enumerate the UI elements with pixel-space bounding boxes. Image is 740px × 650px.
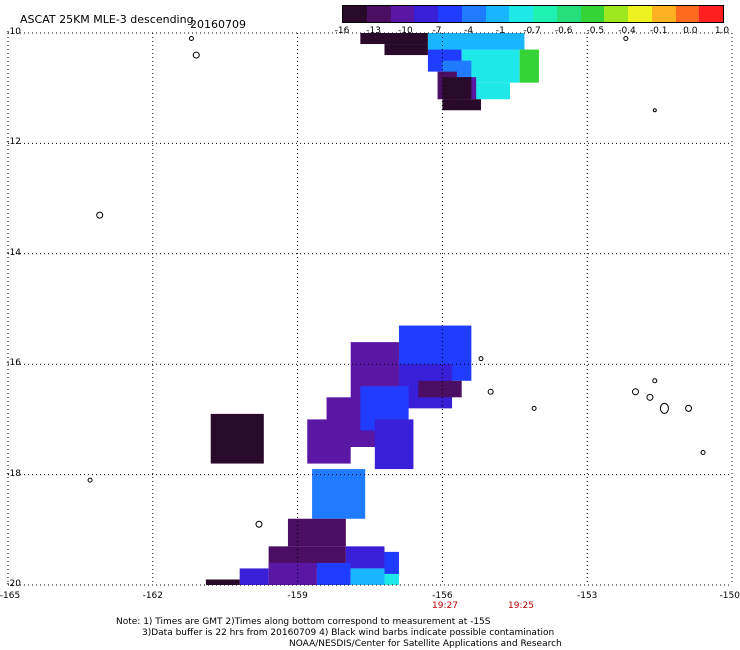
colorbar-label: 0.0 [683,26,698,36]
island-outline [700,450,706,456]
wind-cell [418,380,462,398]
colorbar-label: -7 [432,26,442,36]
colorbar-label: -10 [397,26,413,36]
wind-cell [471,82,510,100]
wind-cell [384,573,399,585]
colorbar-swatch [366,6,391,22]
wind-cell [345,546,385,569]
colorbar-swatch [509,6,533,22]
wind-cell [268,562,317,585]
longitude-label: -159 [287,591,308,601]
longitude-label: -150 [719,591,740,601]
island-outline [685,404,693,412]
island-outline [652,108,657,113]
colorbar-swatch [438,6,462,22]
colorbar-swatch [461,6,486,22]
island-outline [623,36,629,42]
colorbar-label: -0.6 [554,26,573,36]
island-outline [478,356,484,362]
colorbar-label: -13 [366,26,381,36]
note-line-1: Note: 1) Times are GMT 2)Times along bot… [116,617,491,627]
colorbar-swatch [651,6,676,22]
island-outline [659,402,669,414]
latitude-label: -20 [6,579,21,589]
island-outline [188,36,194,42]
colorbar-swatch [604,6,628,22]
island-outline [87,477,93,483]
island-outline [487,388,494,395]
colorbar-label: -0.5 [586,26,605,36]
latitude-label: -18 [6,468,21,479]
wind-cell [312,469,366,519]
wind-cell [239,568,269,585]
island-outline [192,51,200,59]
longitude-label: -153 [576,591,598,601]
wind-cell [384,44,428,56]
island-outline [631,388,639,396]
colorbar-swatch [343,6,367,22]
wind-cell [210,413,264,464]
wind-cell [287,518,346,547]
wind-cell [519,49,539,83]
colorbar-label: -0.4 [618,26,636,36]
wind-cell [307,419,351,464]
wind-cell [384,551,399,574]
latitude-label: -14 [6,247,21,258]
product-date: 20160709 [190,18,246,31]
longitude-label: -162 [142,591,164,601]
time-label-1: 19:27 [432,601,458,611]
colorbar-swatch [390,6,415,22]
colorbar-swatch [628,6,652,22]
colorbar-swatch [675,6,700,22]
wind-cell [442,77,472,100]
note-line-3: NOAA/NESDIS/Center for Satellite Applica… [289,639,562,649]
wind-cell [442,99,482,111]
island-outline [652,378,658,384]
colorbar-swatch [580,6,605,22]
colorbar [342,5,724,23]
wind-cell [205,579,240,585]
wind-cell [427,33,525,50]
colorbar-swatch [533,6,557,22]
island-outline [531,405,537,411]
colorbar-swatch [556,6,581,22]
island-outline [646,393,654,401]
longitude-label: -156 [432,591,453,601]
longitude-label: -165 [0,591,21,601]
product-title: ASCAT 25KM MLE-3 descending [20,13,194,26]
colorbar-label: -16 [334,26,350,36]
time-label-2: 19:25 [508,601,534,611]
wind-cell [350,568,385,585]
latitude-label: -10 [6,27,21,37]
island-outline [255,520,263,528]
latitude-label: -12 [6,137,21,148]
colorbar-label: -0.7 [523,26,541,36]
colorbar-label: 1.0 [714,26,730,36]
wind-cell [360,33,428,45]
island-outline [96,211,104,219]
note-line-2: 3)Data buffer is 22 hrs from 20160709 4)… [142,628,555,638]
wind-cell [316,562,351,585]
latitude-label: -16 [6,358,21,369]
colorbar-swatch [699,6,723,22]
wind-cell [374,419,414,470]
colorbar-swatch [485,6,510,22]
colorbar-label: -4 [464,26,474,36]
colorbar-swatch [414,6,438,22]
colorbar-label: -0.1 [649,26,668,36]
colorbar-label: -1 [495,26,505,36]
